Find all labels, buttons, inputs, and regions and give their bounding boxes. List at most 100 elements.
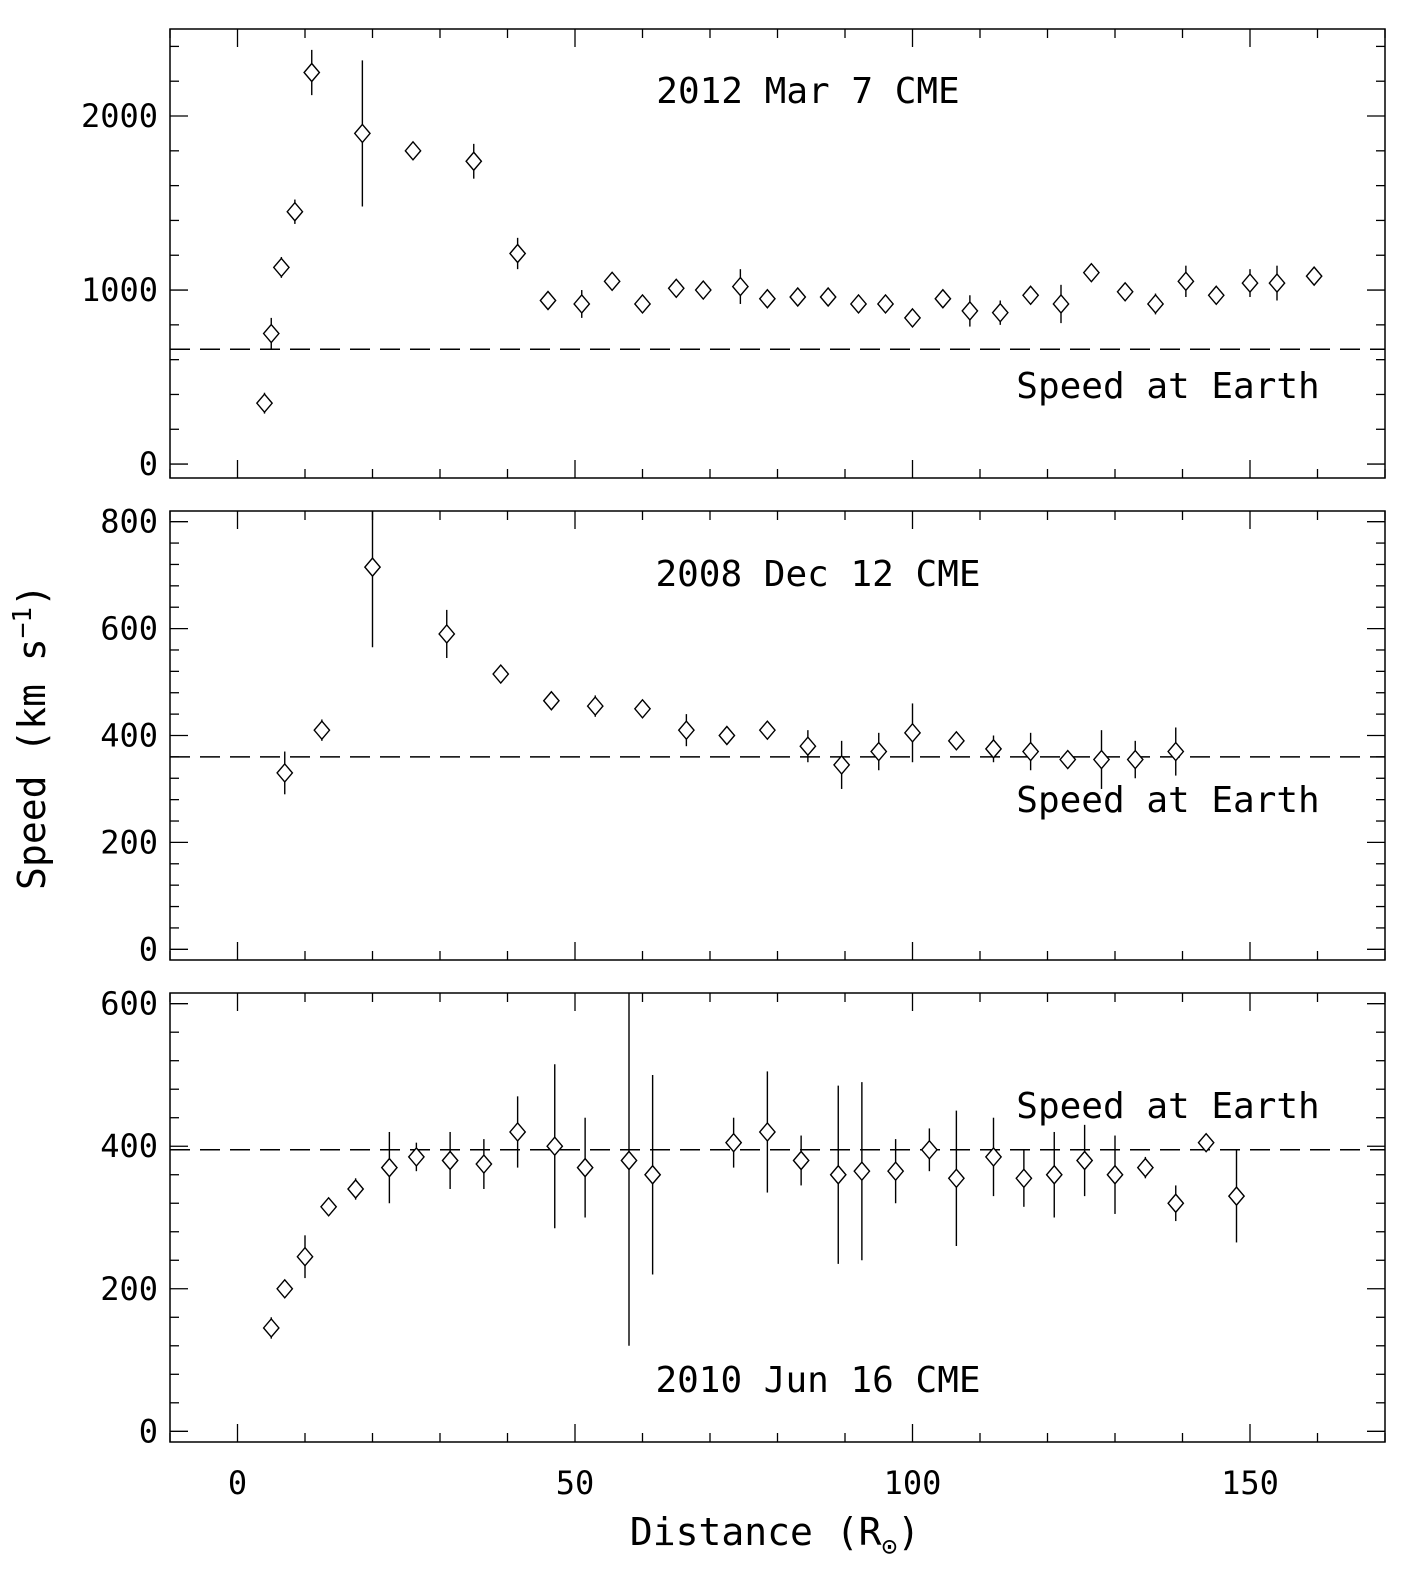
data-point bbox=[1022, 285, 1040, 306]
data-point bbox=[984, 738, 1003, 759]
data-point bbox=[1146, 293, 1165, 315]
y-tick-label: 0 bbox=[139, 445, 158, 483]
y-tick-label: 400 bbox=[100, 717, 158, 755]
panel-title: 2008 Dec 12 CME bbox=[655, 554, 980, 595]
data-point bbox=[313, 720, 331, 741]
x-tick-label: 0 bbox=[228, 1464, 247, 1502]
data-point bbox=[694, 279, 712, 301]
data-point bbox=[286, 201, 304, 222]
y-tick-label: 600 bbox=[100, 610, 158, 648]
y-tick-label: 0 bbox=[139, 930, 158, 968]
data-point bbox=[620, 1150, 638, 1171]
panel-title: 2010 Jun 16 CME bbox=[655, 1360, 980, 1401]
panel-2010-jun-16: 2010 Jun 16 CME Speed at Earth 0 200 400 60… bbox=[100, 985, 1386, 1502]
data-point bbox=[542, 690, 560, 711]
data-point bbox=[1268, 273, 1286, 294]
data-point bbox=[903, 722, 922, 743]
data-point bbox=[363, 557, 382, 578]
data-point bbox=[296, 1246, 314, 1267]
data-point bbox=[1022, 741, 1040, 762]
data-point bbox=[353, 123, 371, 144]
data-point bbox=[633, 698, 652, 719]
data-point bbox=[404, 140, 422, 161]
data-point bbox=[255, 393, 274, 414]
data-point bbox=[1116, 281, 1134, 302]
x-tick-label: 50 bbox=[556, 1464, 595, 1502]
data-point bbox=[1052, 293, 1070, 315]
data-point bbox=[576, 1157, 594, 1178]
y-tick-label: 200 bbox=[100, 1270, 158, 1308]
data-point bbox=[465, 151, 483, 172]
data-point bbox=[509, 243, 527, 264]
data-point bbox=[546, 1136, 564, 1157]
data-point bbox=[758, 288, 776, 309]
data-point bbox=[799, 736, 817, 757]
x-tick-label: 150 bbox=[1221, 1464, 1279, 1502]
data-point bbox=[603, 271, 621, 292]
data-point bbox=[475, 1153, 493, 1175]
data-point bbox=[758, 720, 776, 741]
data-point bbox=[1082, 262, 1100, 283]
y-tick-label: 2000 bbox=[81, 97, 158, 135]
data-point bbox=[947, 730, 965, 751]
data-point bbox=[833, 754, 851, 775]
reference-label: Speed at Earth bbox=[1016, 780, 1319, 821]
data-point bbox=[438, 623, 456, 645]
data-point bbox=[667, 278, 685, 299]
data-point bbox=[789, 286, 807, 308]
data-point bbox=[903, 307, 922, 328]
data-point bbox=[677, 720, 695, 741]
data-point bbox=[272, 257, 290, 278]
data-point bbox=[1167, 741, 1185, 762]
data-point bbox=[829, 1164, 847, 1185]
data-point bbox=[633, 293, 652, 315]
data-point bbox=[320, 1196, 338, 1217]
data-point bbox=[853, 1161, 871, 1182]
data-point bbox=[1092, 749, 1111, 770]
data-point bbox=[573, 293, 591, 315]
panel-title: 2012 Mar 7 CME bbox=[656, 71, 959, 112]
data-point bbox=[303, 62, 321, 83]
data-point bbox=[984, 1146, 1003, 1168]
data-point bbox=[1241, 273, 1259, 294]
data-point bbox=[758, 1121, 776, 1143]
data-point bbox=[1059, 749, 1077, 770]
x-axis-title: Distance (R⊙) bbox=[630, 1510, 920, 1562]
data-point bbox=[731, 276, 749, 297]
data-point bbox=[1106, 1164, 1124, 1185]
data-point bbox=[725, 1132, 743, 1153]
data-point bbox=[492, 663, 510, 685]
x-tick-label: 100 bbox=[884, 1464, 942, 1502]
data-point bbox=[1197, 1132, 1215, 1153]
data-point bbox=[718, 725, 736, 746]
y-tick-label: 600 bbox=[100, 985, 158, 1023]
data-point bbox=[441, 1150, 459, 1171]
reference-label: Speed at Earth bbox=[1016, 366, 1319, 407]
y-axis-title: Speed (km s−1) bbox=[8, 584, 54, 890]
data-point bbox=[1177, 271, 1195, 292]
data-point bbox=[819, 286, 837, 308]
data-point bbox=[539, 290, 557, 311]
data-point bbox=[262, 323, 280, 344]
data-point bbox=[1045, 1164, 1063, 1185]
data-point bbox=[1227, 1186, 1246, 1207]
data-point bbox=[380, 1157, 398, 1178]
data-point bbox=[1207, 285, 1225, 306]
data-point bbox=[849, 293, 868, 315]
data-point bbox=[991, 302, 1009, 323]
y-tick-label: 800 bbox=[100, 503, 158, 541]
data-point bbox=[792, 1150, 810, 1171]
data-point bbox=[1136, 1157, 1154, 1178]
y-tick-label: 400 bbox=[100, 1127, 158, 1165]
data-point bbox=[1305, 266, 1323, 287]
data-point bbox=[644, 1164, 662, 1185]
data-point bbox=[887, 1161, 905, 1182]
data-point bbox=[947, 1168, 965, 1189]
y-tick-label: 200 bbox=[100, 823, 158, 861]
panel-2012-mar-7: 2012 Mar 7 CME Speed at Earth 0 1000 2000 bbox=[81, 28, 1386, 483]
data-point bbox=[1126, 749, 1144, 770]
data-point bbox=[1167, 1193, 1185, 1214]
data-point bbox=[586, 696, 604, 717]
data-point bbox=[870, 741, 888, 762]
